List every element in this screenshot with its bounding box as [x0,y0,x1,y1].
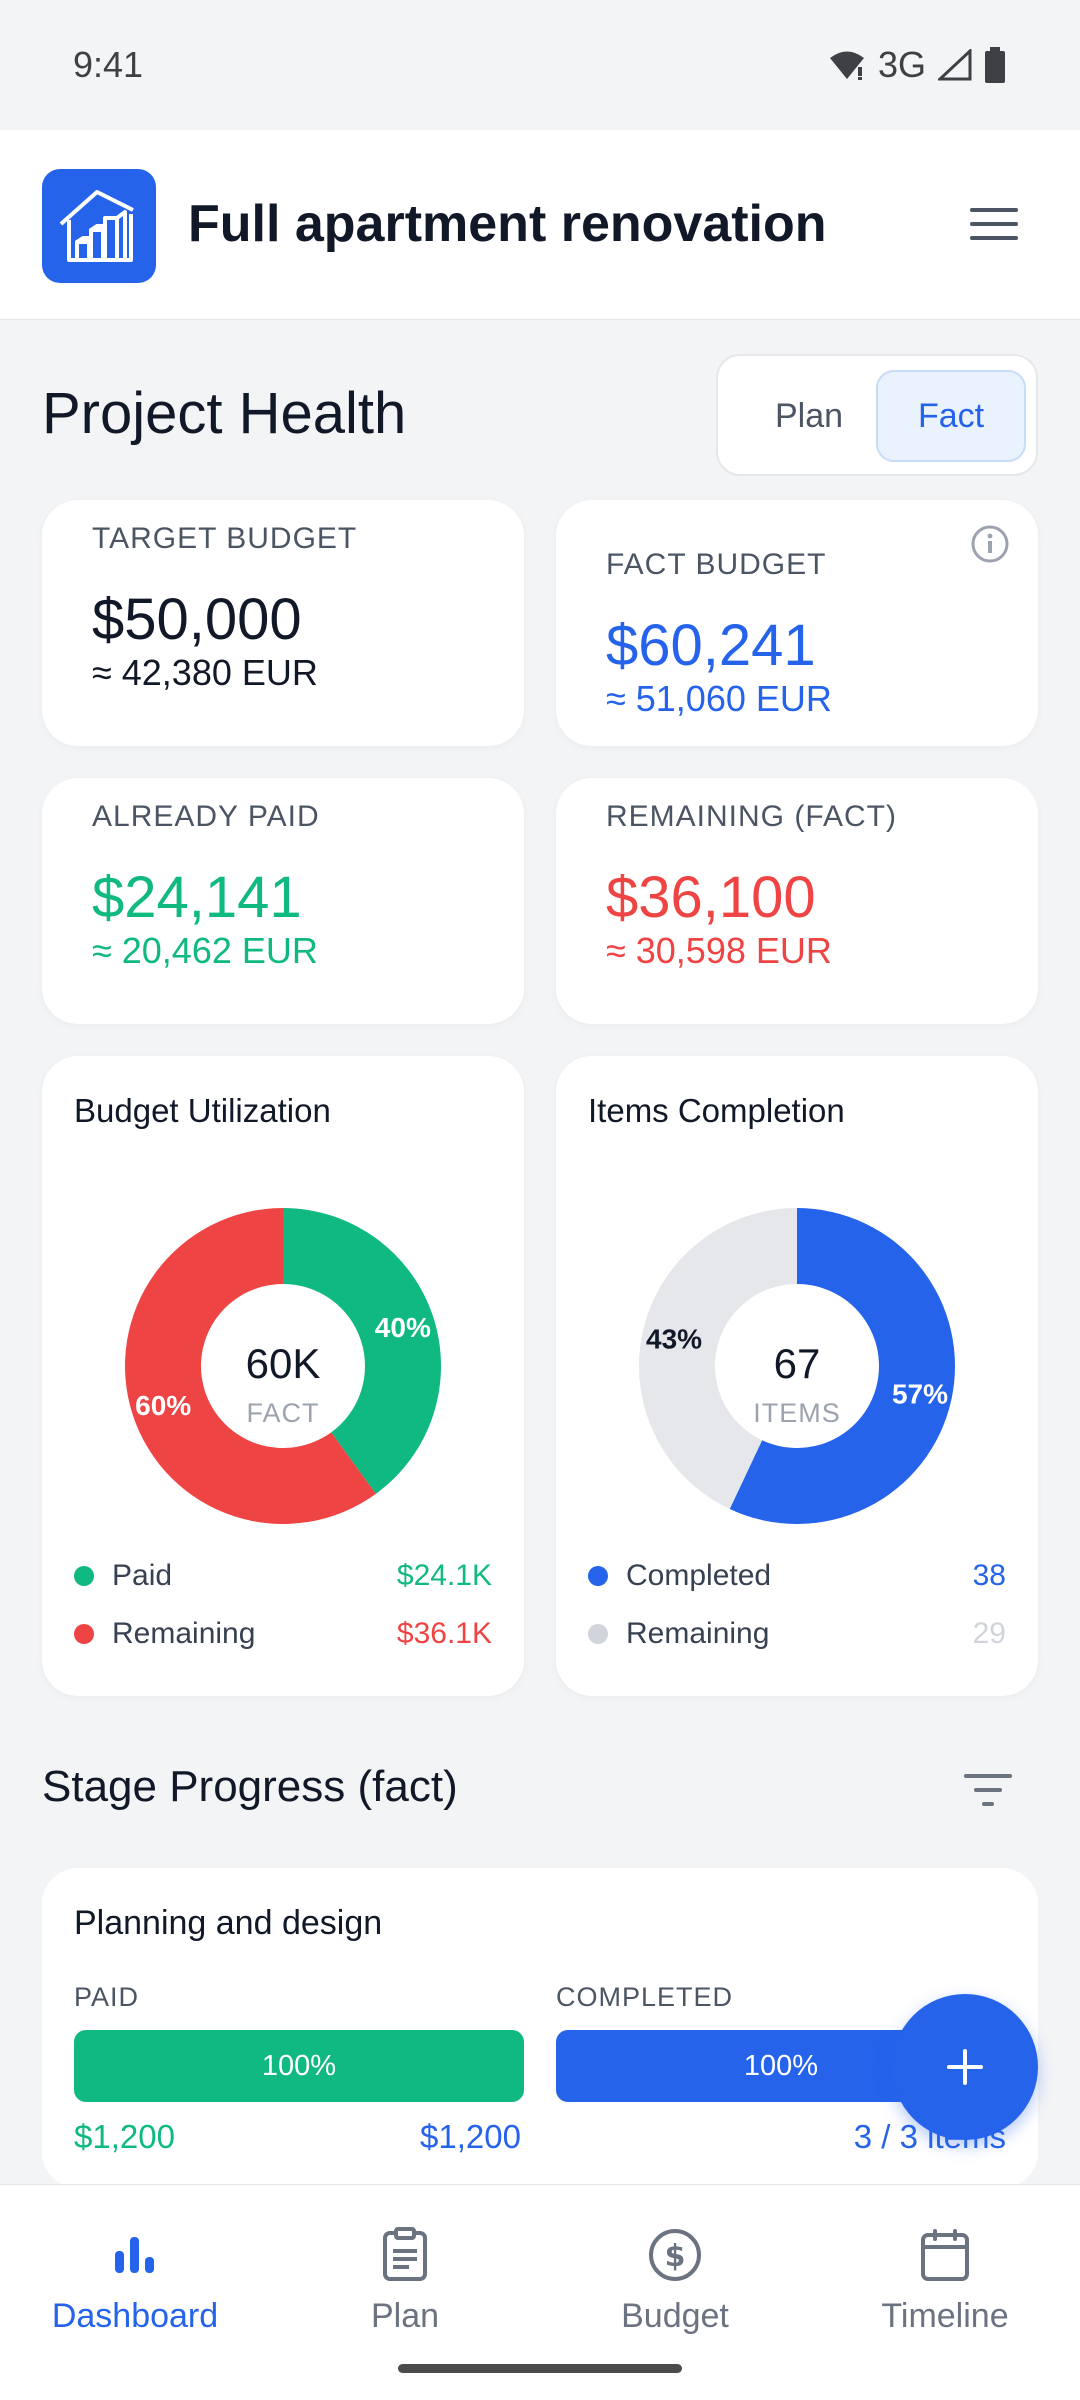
card-eur: ≈ 30,598 EUR [606,930,832,971]
nav-label: Plan [370,2297,440,2335]
paid-amount: $1,200 [74,2118,175,2155]
target-budget-card: TARGET BUDGET $50,000 ≈ 42,380 EUR [42,500,524,746]
legend-paid: Paid $24.1K [74,1556,492,1596]
card-amount: $36,100 [606,865,816,930]
nav-timeline[interactable]: Timeline [810,2205,1080,2345]
budget-utilization-card: Budget Utilization 40% 60% 60K FACT Paid $2… [42,1056,524,1696]
chart-title: Budget Utilization [74,1092,331,1129]
card-amount: $50,000 [92,587,302,652]
legend-value: $36.1K [396,1617,492,1650]
toggle-fact[interactable]: Fact [876,370,1026,462]
items-donut-chart: 57% 43% 67 ITEMS [639,1208,955,1524]
card-label: FACT BUDGET [606,548,827,581]
add-fab-button[interactable] [892,1994,1038,2140]
chart-title: Items Completion [588,1092,845,1129]
legend-label: Paid [112,1559,173,1592]
donut-slice-remaining [124,1208,376,1524]
card-label: ALREADY PAID [92,800,320,833]
filter-icon[interactable] [960,1772,1016,1808]
network-label: 3G [877,44,926,85]
donut-center-value: 67 [774,1340,821,1387]
remaining-card: REMAINING (FACT) $36,100 ≈ 30,598 EUR [556,778,1038,1024]
app-logo [42,169,156,283]
fact-budget-card[interactable]: FACT BUDGET $60,241 ≈ 51,060 EUR [556,500,1038,746]
nav-label: Dashboard [51,2297,219,2335]
card-eur: ≈ 51,060 EUR [606,678,832,719]
toggle-plan[interactable]: Plan [774,396,844,435]
items-completion-card: Items Completion 57% 43% 67 ITEMS Completed… [556,1056,1038,1696]
completed-label: COMPLETED [556,1982,734,2012]
nav-budget[interactable]: $ Budget [540,2205,810,2345]
donut-slice-completed [729,1208,955,1524]
budget-donut-chart: 40% 60% 60K FACT [124,1208,441,1524]
nav-label: Budget [621,2297,729,2335]
signal-icon [938,49,972,81]
stage-card[interactable]: Planning and design PAID COMPLETED 100% … [42,1868,1038,2188]
legend-remaining: Remaining $36.1K [74,1614,492,1654]
clipboard-icon [383,2227,427,2281]
slice-label: 43% [646,1324,702,1355]
svg-text:$: $ [665,2239,686,2274]
legend-value: $24.1K [396,1559,492,1592]
dollar-circle-icon: $ [649,2229,701,2281]
donut-center-label: ITEMS [753,1398,841,1428]
card-label: REMAINING (FACT) [606,800,897,833]
donut-slice-paid [283,1208,441,1494]
home-indicator [398,2364,682,2373]
legend-dot [588,1624,608,1644]
calendar-icon [921,2229,969,2281]
app-header: Full apartment renovation [0,130,1080,320]
legend-dot [588,1566,608,1586]
paid-label: PAID [74,1982,140,2012]
card-eur: ≈ 42,380 EUR [92,652,318,693]
donut-center-value: 60K [246,1340,321,1387]
menu-icon[interactable] [968,204,1020,244]
status-bar: 9:41 3G [0,0,1080,130]
legend-remaining: Remaining 29 [588,1614,1006,1654]
wifi-icon [829,51,864,80]
app-title: Full apartment renovation [188,195,827,253]
nav-label: Timeline [881,2297,1009,2335]
nav-plan[interactable]: Plan [270,2205,540,2345]
legend-value: 38 [972,1559,1006,1592]
plus-icon [947,2049,983,2085]
house-chart-icon [59,190,134,262]
slice-label: 40% [375,1312,431,1343]
card-eur: ≈ 20,462 EUR [92,930,318,971]
paid-total: $1,200 [420,2118,521,2155]
battery-icon [985,47,1005,83]
legend-dot [74,1566,94,1586]
plan-fact-toggle: Plan Fact [716,354,1038,476]
already-paid-card: ALREADY PAID $24,141 ≈ 20,462 EUR [42,778,524,1024]
legend-completed: Completed 38 [588,1556,1006,1596]
legend-value: 29 [972,1617,1006,1650]
status-icons: 3G [828,44,1006,86]
stage-progress-title: Stage Progress (fact) [42,1762,458,1811]
stage-name: Planning and design [74,1904,383,1942]
card-amount: $60,241 [606,613,816,678]
card-amount: $24,141 [92,865,302,930]
legend-label: Remaining [626,1617,770,1650]
donut-slice-remaining [639,1208,797,1509]
legend-dot [74,1624,94,1644]
card-label: TARGET BUDGET [92,522,358,555]
slice-label: 60% [135,1390,191,1421]
legend-label: Remaining [112,1617,256,1650]
status-time: 9:41 [73,44,144,85]
paid-progress-bar: 100% [74,2030,524,2102]
donut-center-label: FACT [246,1398,319,1428]
page-title: Project Health [42,381,407,446]
nav-dashboard[interactable]: Dashboard [0,2205,270,2345]
legend-label: Completed [626,1559,772,1592]
bar-chart-icon [115,2237,154,2273]
info-icon[interactable] [970,524,1010,564]
paid-track: 100% [74,2030,524,2102]
slice-label: 57% [892,1378,948,1409]
